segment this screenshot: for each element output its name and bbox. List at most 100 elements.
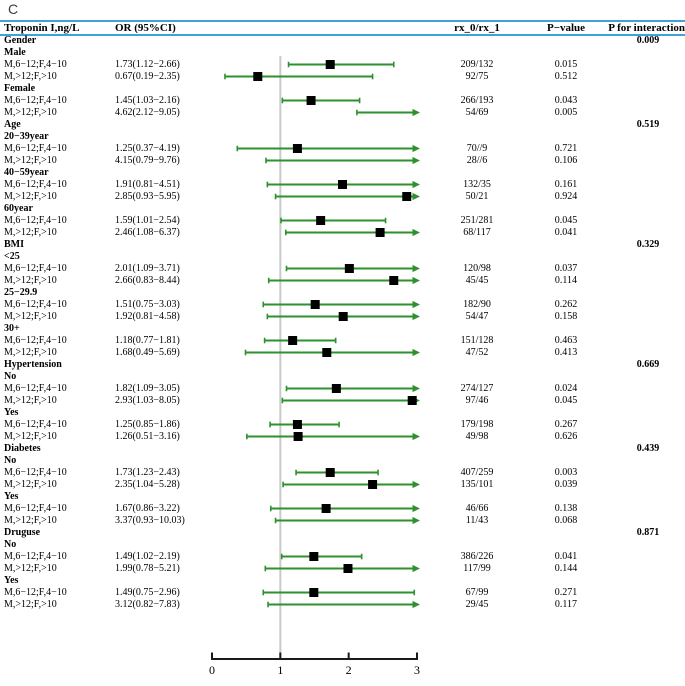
x-axis-tick-label: 1 (277, 663, 284, 677)
or-ci-text: 1.51(0.75−3.03) (115, 298, 180, 310)
subgroup-label: No (4, 370, 17, 382)
or-marker (331, 384, 341, 393)
rx-counts: 97/46 (465, 394, 489, 406)
table-row: Male (0, 47, 685, 59)
subgroup-label: 40−59year (4, 166, 49, 178)
or-marker (338, 180, 348, 189)
p-value: 0.045 (554, 214, 578, 226)
column-header-rx: rx_0/rx_1 (454, 22, 500, 34)
rx-counts: 135/101 (460, 478, 494, 490)
p-value: 0.024 (554, 382, 578, 394)
table-row: M,6−12;F,4−10 1.73(1.23−2.43) 407/259 0.003 (0, 467, 685, 479)
p-interaction-value: 0.329 (636, 238, 660, 250)
or-marker (325, 60, 335, 69)
troponin-category-label: M,>12;F,>10 (4, 226, 57, 238)
p-value: 0.015 (554, 58, 578, 70)
p-value: 0.117 (554, 598, 578, 610)
or-marker (321, 504, 331, 513)
p-value: 0.262 (554, 298, 578, 310)
or-ci-text: 1.49(0.75−2.96) (115, 586, 180, 598)
subgroup-label: <25 (4, 250, 20, 262)
arrow-right-icon (412, 180, 420, 189)
group-label: Diabetes (4, 442, 41, 454)
x-axis-tick-label: 3 (413, 663, 420, 677)
table-row: M,>12;F,>10 3.37(0.93−10.03) 11/43 0.068 (0, 515, 685, 527)
troponin-category-label: M,>12;F,>10 (4, 478, 57, 490)
group-label: Druguse (4, 526, 41, 538)
p-interaction-value: 0.439 (636, 442, 660, 454)
arrow-right-icon (412, 516, 420, 525)
rx-counts: 266/193 (460, 94, 494, 106)
rx-counts: 28//6 (466, 154, 488, 166)
table-row: 25−29.9 (0, 287, 685, 299)
table-row: M,6−12;F,4−10 2.01(1.09−3.71) 120/98 0.037 (0, 263, 685, 275)
table-row: M,6−12;F,4−10 1.91(0.81−4.51) 132/35 0.161 (0, 179, 685, 191)
or-ci-text: 1.92(0.81−4.58) (115, 310, 180, 322)
troponin-category-label: M,6−12;F,4−10 (4, 262, 67, 274)
p-interaction-value: 0.871 (636, 526, 660, 538)
table-row: M,6−12;F,4−10 1.25(0.85−1.86) 179/198 0.267 (0, 419, 685, 431)
table-row: M,>12;F,>10 1.68(0.49−5.69) 47/52 0.413 (0, 347, 685, 359)
or-ci-text: 1.26(0.51−3.16) (115, 430, 180, 442)
or-marker (306, 96, 316, 105)
table-row: M,>12;F,>10 2.85(0.93−5.95) 50/21 0.924 (0, 191, 685, 203)
or-ci-text: 2.46(1.08−6.37) (115, 226, 180, 238)
rx-counts: 132/35 (463, 178, 491, 190)
arrow-right-icon (412, 228, 420, 237)
or-ci-text: 3.37(0.93−10.03) (115, 514, 185, 526)
header-rule-bottom (0, 34, 685, 36)
or-marker (309, 588, 319, 597)
troponin-category-label: M,>12;F,>10 (4, 394, 57, 406)
group-label: Gender (4, 34, 37, 46)
arrow-right-icon (412, 384, 420, 393)
or-marker (389, 276, 399, 285)
column-header-or: OR (95%CI) (115, 22, 176, 34)
p-value: 0.003 (554, 466, 578, 478)
arrow-right-icon (412, 480, 420, 489)
or-ci-text: 1.25(0.85−1.86) (115, 418, 180, 430)
table-row: M,6−12;F,4−10 1.18(0.77−1.81) 151/128 0.463 (0, 335, 685, 347)
arrow-right-icon (412, 300, 420, 309)
p-value: 0.413 (554, 346, 578, 358)
troponin-category-label: M,6−12;F,4−10 (4, 334, 67, 346)
rx-counts: 151/128 (460, 334, 494, 346)
subgroup-label: No (4, 454, 17, 466)
rx-counts: 274/127 (460, 382, 494, 394)
troponin-category-label: M,6−12;F,4−10 (4, 298, 67, 310)
rx-counts: 45/45 (465, 274, 489, 286)
table-row: M,6−12;F,4−10 1.51(0.75−3.03) 182/90 0.262 (0, 299, 685, 311)
group-label: Age (4, 118, 21, 130)
rx-counts: 11/43 (465, 514, 489, 526)
or-marker (293, 432, 303, 441)
arrow-right-icon (412, 264, 420, 273)
troponin-category-label: M,6−12;F,4−10 (4, 58, 67, 70)
p-value: 0.512 (554, 70, 578, 82)
or-marker (368, 480, 378, 489)
troponin-category-label: M,>12;F,>10 (4, 562, 57, 574)
table-row: M,6−12;F,4−10 1.45(1.03−2.16) 266/193 0.043 (0, 95, 685, 107)
header-rule-top (0, 20, 685, 22)
or-marker (322, 348, 332, 357)
rx-counts: 49/98 (465, 430, 489, 442)
table-row: No (0, 455, 685, 467)
table-row: Female (0, 83, 685, 95)
table-row: M,6−12;F,4−10 1.73(1.12−2.66) 209/132 0.015 (0, 59, 685, 71)
or-ci-text: 1.82(1.09−3.05) (115, 382, 180, 394)
arrow-right-icon (412, 564, 420, 573)
p-value: 0.005 (554, 106, 578, 118)
p-interaction-value: 0.669 (636, 358, 660, 370)
or-ci-text: 1.18(0.77−1.81) (115, 334, 180, 346)
p-value: 0.267 (554, 418, 578, 430)
troponin-category-label: M,>12;F,>10 (4, 514, 57, 526)
or-marker (344, 264, 354, 273)
or-marker (375, 228, 385, 237)
troponin-category-label: M,6−12;F,4−10 (4, 502, 67, 514)
or-ci-text: 2.35(1.04−5.28) (115, 478, 180, 490)
arrow-right-icon (412, 144, 420, 153)
troponin-category-label: M,>12;F,>10 (4, 154, 57, 166)
table-row: Hypertension 0.669 (0, 359, 685, 371)
p-value: 0.043 (554, 94, 578, 106)
p-value: 0.144 (554, 562, 578, 574)
subgroup-label: Yes (4, 406, 19, 418)
p-value: 0.158 (554, 310, 578, 322)
